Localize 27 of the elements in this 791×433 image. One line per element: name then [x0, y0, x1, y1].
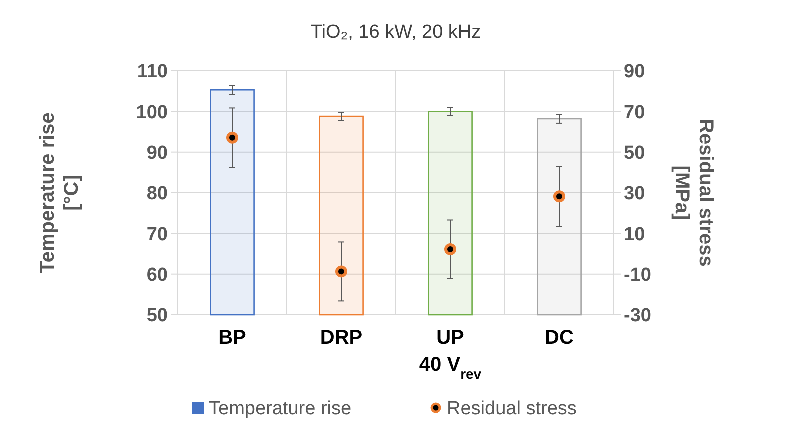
legend-label: Temperature rise — [209, 398, 352, 420]
y-tick-label: 50 — [146, 306, 168, 327]
point — [336, 266, 348, 278]
y-tick-label: 70 — [146, 224, 168, 246]
y2-axis-title: Residual stress [MPa] — [671, 119, 717, 267]
x-tick-label: BP — [218, 327, 246, 349]
point — [444, 244, 456, 256]
y-axis-title: Temperature rise [°C] — [37, 112, 83, 274]
x-tick-label: UP 40 V$_{rev}$ — [419, 327, 482, 382]
y2-tick-label: 70 — [624, 102, 646, 124]
y2-tick-label: 90 — [624, 62, 646, 83]
y2-tick-label: -30 — [624, 306, 652, 327]
point — [226, 132, 238, 144]
y-tick-label: 60 — [146, 264, 168, 286]
y2-tick-label: 10 — [624, 224, 646, 246]
y2-tick-label: 30 — [624, 184, 646, 205]
legend-label: Residual stress — [447, 398, 577, 420]
y-tick-label: 90 — [146, 142, 168, 164]
y-tick-label: 110 — [137, 62, 168, 83]
y2-tick-label: 50 — [624, 142, 646, 164]
x-tick-label: DRP — [320, 327, 363, 349]
point — [554, 190, 566, 203]
y-tick-label: 100 — [136, 102, 168, 124]
y2-tick-label: -10 — [624, 264, 652, 286]
y-tick-label: 80 — [146, 184, 168, 205]
chart-title: TiO₂, 16 kW, 20 kHz — [310, 22, 482, 43]
x-tick-label: DC — [545, 327, 574, 349]
